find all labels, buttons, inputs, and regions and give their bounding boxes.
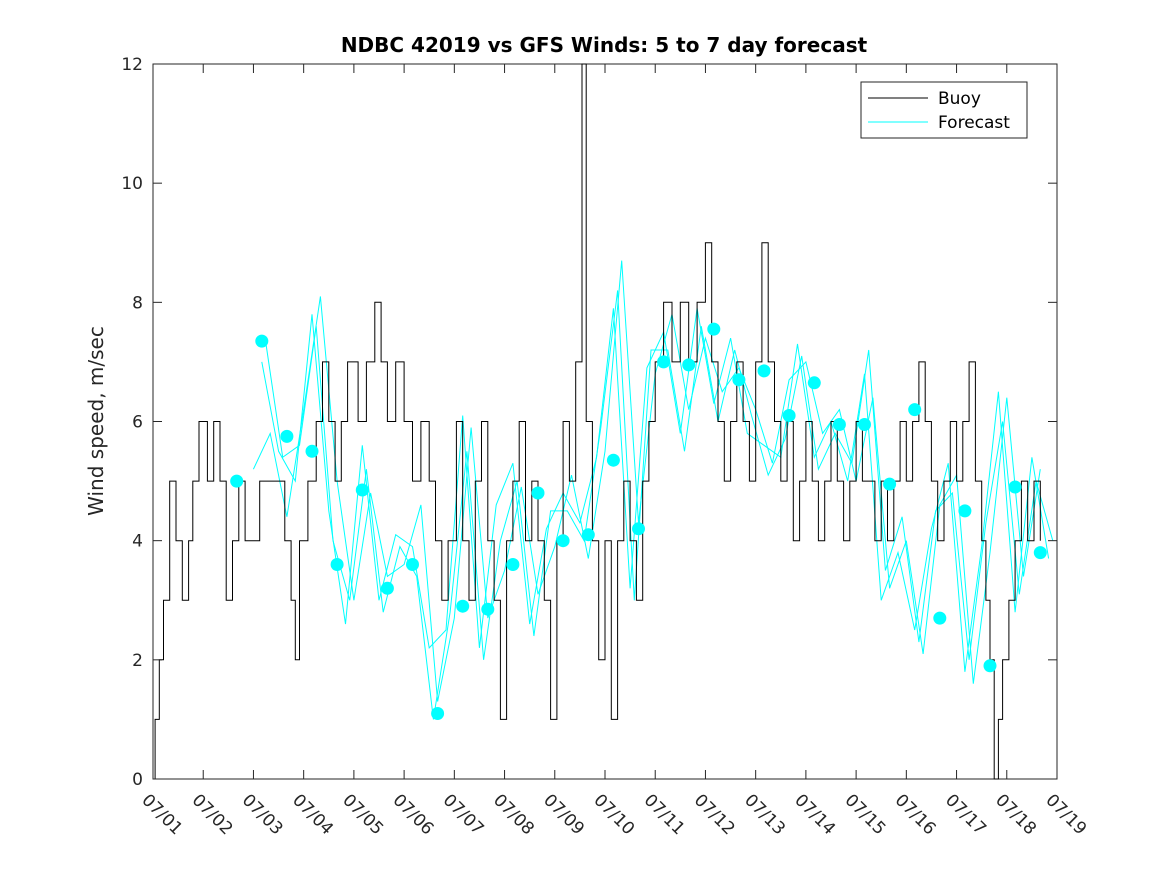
plot-area [152,63,1058,780]
forecast-run-line [265,290,1054,720]
y-tick-label: 12 [121,55,143,75]
x-tick-label: 07/18 [991,790,1040,839]
forecast-marker [330,558,344,571]
legend-forecast-label: Forecast [938,113,1010,133]
forecast-marker [280,429,294,443]
forecast-marker [230,474,244,488]
forecast-marker [732,373,746,387]
forecast-marker [632,522,645,536]
forecast-marker [682,358,696,372]
x-tick-label: 07/04 [288,790,337,839]
forecast-marker [983,659,997,673]
x-tick-label: 07/05 [338,790,387,839]
forecast-marker [305,444,319,458]
series-layer [153,63,1054,780]
y-tick-label: 2 [132,651,143,671]
forecast-marker [606,453,620,467]
y-tick-label: 8 [132,293,143,313]
forecast-marker [255,334,269,348]
x-tick-label: 07/13 [740,790,789,839]
buoy-series-line [153,63,1041,780]
forecast-marker [757,364,771,378]
y-tick-label: 10 [121,174,143,194]
forecast-marker [380,581,394,595]
forecast-marker [782,409,796,422]
forecast-marker [958,504,972,518]
forecast-marker [707,322,721,336]
x-tick-label: 07/03 [238,790,287,839]
forecast-marker [858,418,871,431]
x-tick-label: 07/08 [489,790,538,839]
y-tick-label: 6 [132,413,143,433]
forecast-marker [506,558,520,571]
forecast-run-line [252,260,1041,702]
x-tick-label: 07/11 [640,790,689,839]
x-tick-label: 07/15 [841,790,890,839]
forecast-marker [807,376,821,390]
forecast-marker [581,528,595,542]
forecast-marker [1033,546,1047,560]
forecast-marker [657,355,671,369]
x-tick-label: 07/19 [1041,790,1090,839]
forecast-marker [883,477,897,491]
forecast-marker [908,403,922,417]
chart-title: NDBC 42019 vs GFS Winds: 5 to 7 day fore… [341,33,868,57]
x-tick-label: 07/06 [389,790,438,839]
legend: Buoy Forecast [860,81,1028,139]
forecast-marker [531,486,545,500]
y-tick-label: 4 [132,532,143,552]
forecast-marker [832,418,846,431]
x-tick-label: 07/09 [539,790,588,839]
forecast-marker [431,707,445,720]
y-axis: 0 2 4 6 8 10 12 [121,55,1057,790]
forecast-marker [481,602,495,616]
forecast-marker [406,558,419,571]
forecast-marker [355,483,369,497]
legend-buoy-label: Buoy [938,89,981,109]
x-tick-label: 07/10 [589,790,638,839]
x-tick-label: 07/14 [790,790,839,839]
x-tick-label: 07/16 [891,790,940,839]
forecast-marker [456,599,470,613]
forecast-marker [933,611,947,625]
x-tick-label: 07/01 [137,790,186,839]
forecast-marker [556,534,570,548]
x-tick-label: 07/02 [188,790,237,839]
legend-box [860,81,1028,139]
x-tick-label: 07/12 [690,790,739,839]
x-tick-label: 07/07 [439,790,488,839]
y-tick-label: 0 [132,770,143,790]
x-tick-label: 07/17 [941,790,990,839]
forecast-marker [1008,480,1022,494]
y-axis-label: Wind speed, m/sec [84,326,108,516]
